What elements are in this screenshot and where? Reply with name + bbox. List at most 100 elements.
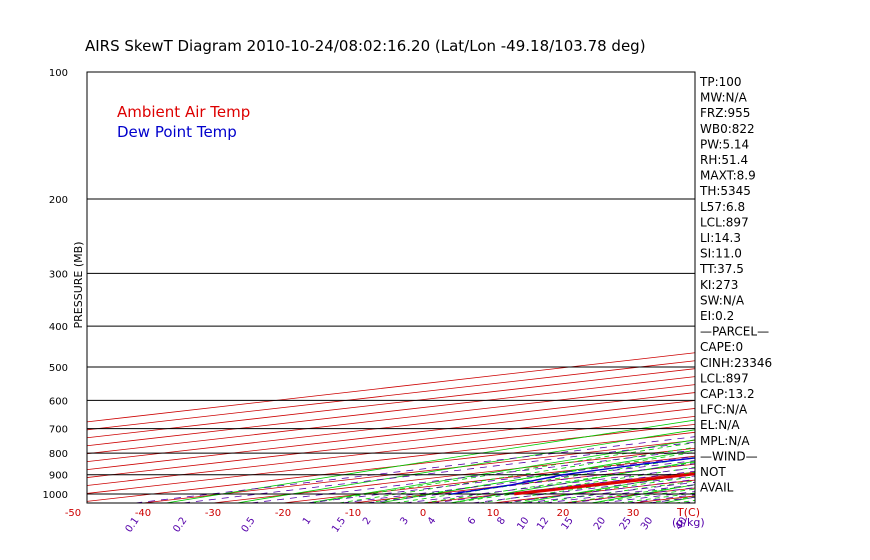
isotherm-line	[87, 423, 695, 494]
sounding-series	[450, 457, 695, 496]
dry-adiabat-line	[236, 429, 695, 503]
isotherm-line	[87, 376, 695, 447]
bottom-temp-tick-label: 10	[487, 508, 500, 519]
mixing-ratio-label: 10	[515, 515, 531, 532]
stat-line: EI:0.2	[700, 309, 734, 323]
dry-adiabat-lines	[165, 72, 870, 503]
isotherm-lines	[87, 72, 870, 503]
isobar-lines	[87, 198, 695, 495]
bottom-temp-tick-label: -10	[345, 508, 361, 519]
stat-line: SW:N/A	[700, 293, 745, 307]
stat-line: KI:273	[700, 278, 738, 292]
isotherm-line	[87, 416, 695, 486]
temp-profile-line-lower	[514, 472, 695, 496]
mixing-ratio-label: 6	[466, 515, 479, 527]
stat-line: RH:51.4	[700, 153, 748, 167]
dry-adiabat-line	[805, 72, 870, 503]
moist-adiabat-line	[310, 442, 695, 503]
moist-adiabat-line	[646, 496, 695, 503]
chart-title: AIRS SkewT Diagram 2010-10-24/08:02:16.2…	[85, 37, 646, 55]
dry-adiabat-line	[449, 460, 695, 503]
stat-line: MAXT:8.9	[700, 169, 756, 183]
dry-adiabat-line	[662, 496, 695, 503]
stat-line: LFC:N/A	[700, 403, 748, 417]
pressure-tick-label: 1000	[43, 490, 68, 501]
mixing-ratio-label: 30	[639, 515, 655, 532]
legend-temp-label: Ambient Air Temp	[117, 103, 250, 121]
pressure-tick-label: 900	[49, 471, 68, 482]
stat-line: L57:6.8	[700, 200, 745, 214]
pressure-tick-label: 300	[49, 269, 68, 280]
stat-line: SI:11.0	[700, 247, 742, 261]
mixing-ratio-label: 4	[426, 515, 439, 527]
stat-line: TT:37.5	[699, 262, 744, 276]
mixing-ratio-line	[431, 470, 695, 503]
dry-adiabat-line	[378, 449, 695, 503]
moist-adiabat-line	[366, 451, 695, 503]
plot-area	[87, 72, 870, 503]
stat-line: —PARCEL—	[700, 325, 769, 339]
stat-line: AVAIL	[700, 481, 734, 495]
pressure-tick-label: 200	[49, 195, 68, 206]
dewpoint-profile-line	[450, 457, 695, 495]
stat-line: NOT	[700, 465, 726, 479]
moist-adiabat-lines	[310, 442, 695, 503]
mixing-ratio-label: 8	[495, 515, 508, 527]
mixing-ratio-label: 20	[592, 515, 608, 532]
mixing-ratio-line	[307, 456, 695, 503]
legend-dew-label: Dew Point Temp	[117, 123, 237, 141]
bottom-temp-tick-labels: -50 -40 -30 -20 -10 0 10 20 30	[65, 508, 640, 519]
moist-adiabat-line	[394, 456, 695, 503]
stat-line: TH:5345	[699, 184, 751, 198]
moist-adiabat-line	[478, 471, 695, 503]
bottom-temp-tick-label: -20	[275, 508, 291, 519]
stat-line: CAP:13.2	[700, 387, 755, 401]
stat-line: TP:100	[699, 75, 742, 89]
isotherm-line	[632, 495, 695, 503]
bottom-temp-tick-label: 20	[557, 508, 570, 519]
isotherm-line	[142, 439, 695, 503]
isotherm-line	[87, 368, 695, 439]
mixing-ratio-line	[341, 460, 695, 503]
pressure-tick-label: 500	[49, 363, 68, 374]
mixing-ratio-lines	[135, 436, 695, 503]
mixing-ratio-label: 0.5	[240, 515, 258, 534]
dry-adiabat-line	[165, 419, 695, 503]
stat-line: LCL:897	[700, 371, 749, 385]
bottom-temp-tick-label: -40	[135, 508, 151, 519]
stat-line: LI:14.3	[700, 231, 741, 245]
isotherm-line	[843, 72, 870, 503]
isotherm-line	[773, 72, 870, 503]
plot-frame	[86, 71, 696, 504]
stat-line: —WIND—	[700, 449, 758, 463]
bottom-temp-tick-label: -50	[65, 508, 81, 519]
pressure-tick-labels: 100 200 300 400 500 600 700 800 900 1000	[43, 68, 68, 501]
moist-adiabat-line	[338, 446, 695, 503]
bottom-temp-tick-label: 30	[627, 508, 640, 519]
mixing-ratio-unit-label: (g/kg)	[672, 516, 705, 529]
isotherm-line	[422, 471, 695, 503]
bottom-temp-tick-label: -30	[205, 508, 221, 519]
stat-line: FRZ:955	[700, 106, 750, 120]
mixing-ratio-line	[472, 475, 695, 503]
bottom-temp-tick-label: 0	[420, 508, 426, 519]
isotherm-line	[87, 400, 695, 470]
isotherm-line	[87, 392, 695, 463]
isotherm-line	[87, 408, 695, 478]
stat-line: WB0:822	[700, 122, 755, 136]
stat-line: MPL:N/A	[700, 434, 750, 448]
dry-adiabat-line	[734, 72, 870, 503]
stat-line: LCL:897	[700, 215, 749, 229]
stat-line: PW:5.14	[700, 137, 749, 151]
moist-adiabat-line	[506, 476, 695, 503]
dry-adiabat-line	[307, 439, 695, 503]
y-axis-label: PRESSURE (MB)	[72, 242, 85, 329]
mixing-ratio-label: 3	[398, 515, 411, 527]
mixing-ratio-line	[367, 463, 695, 503]
mixing-ratio-label: 2	[361, 515, 374, 527]
mixing-ratio-line	[404, 467, 695, 503]
stat-line: CINH:23346	[700, 356, 772, 370]
isotherm-line	[87, 384, 695, 455]
